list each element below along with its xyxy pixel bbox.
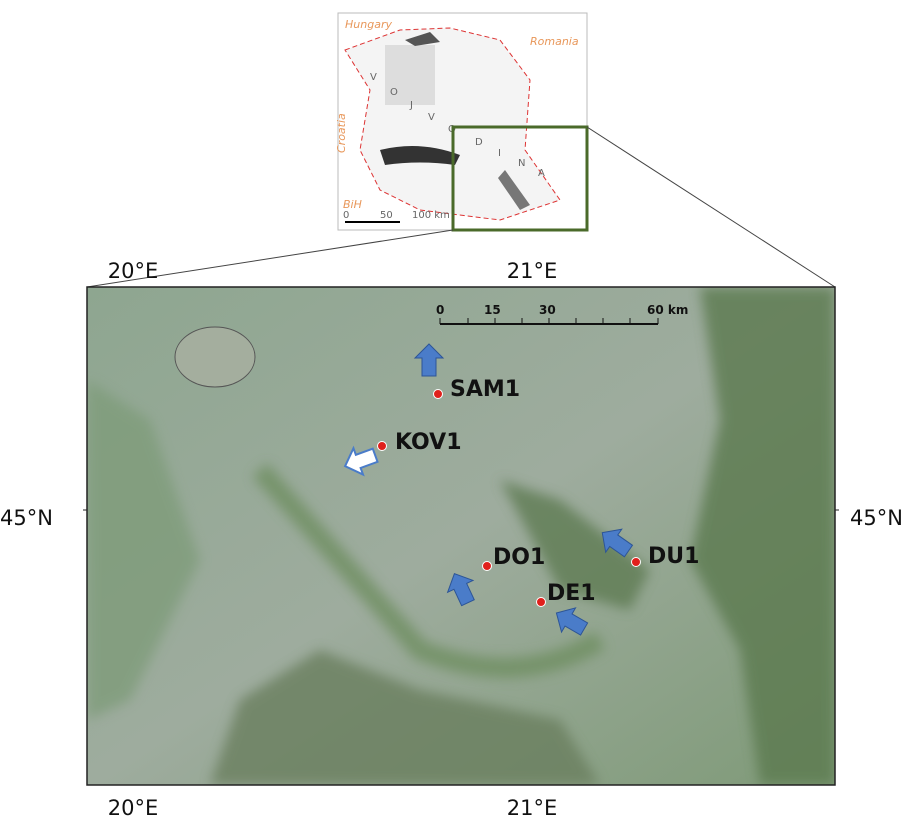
site-label: DO1	[493, 545, 545, 570]
site-label: DU1	[648, 544, 699, 569]
lon-label: 21°E	[507, 796, 558, 820]
scale-label: 30	[539, 303, 556, 317]
main-map	[87, 287, 835, 785]
lon-label: 20°E	[108, 259, 159, 283]
inset-country: Hungary	[345, 18, 392, 31]
inset-map: Hungary Romania Croatia BiH V O J V O D …	[335, 13, 587, 230]
inset-scale: 0	[343, 210, 349, 221]
scale-label: 60 km	[647, 303, 688, 317]
inset-letter: V	[428, 112, 435, 123]
zoom-line	[587, 127, 835, 287]
inset-scale: 50	[380, 210, 393, 221]
scale-label: 15	[484, 303, 501, 317]
inset-letter: D	[475, 137, 483, 148]
inset-country: Croatia	[335, 113, 348, 153]
map-figure: Hungary Romania Croatia BiH V O J V O D …	[0, 0, 912, 823]
inset-letter: N	[518, 158, 525, 169]
inset-country: Romania	[530, 35, 579, 48]
lon-label: 21°E	[507, 259, 558, 283]
site-label: DE1	[547, 581, 596, 606]
inset-letter: O	[390, 87, 398, 98]
inset-letter: I	[498, 148, 501, 159]
inset-letter: A	[538, 168, 545, 179]
inset-letter: V	[370, 72, 377, 83]
scale-label: 0	[436, 303, 444, 317]
site-label: SAM1	[450, 377, 520, 402]
site-label: KOV1	[395, 430, 462, 455]
lon-label: 20°E	[108, 796, 159, 820]
lat-label: 45°N	[850, 506, 903, 530]
inset-letter: J	[409, 100, 413, 111]
lat-label: 45°N	[0, 506, 53, 530]
inset-scale: 100 km	[412, 210, 450, 221]
